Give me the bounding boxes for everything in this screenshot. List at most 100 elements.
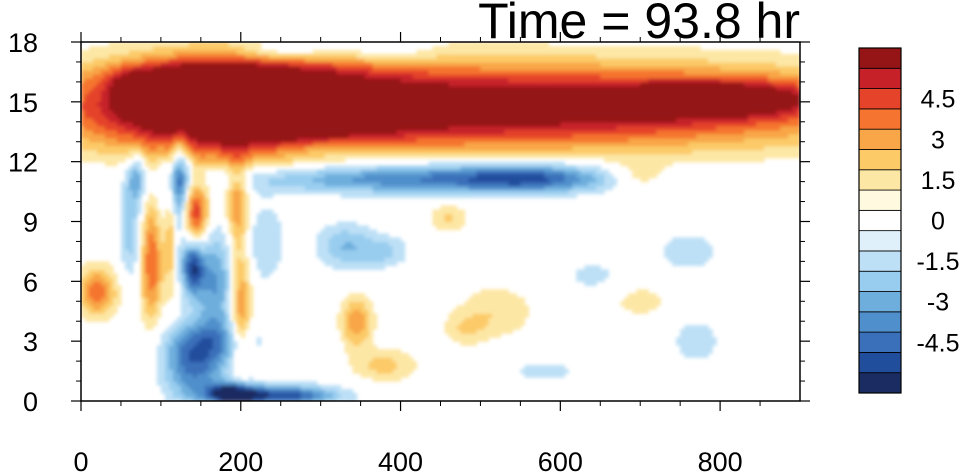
heatmap-cell (228, 325, 234, 330)
heatmap-cell (340, 241, 346, 247)
heatmap-cell (736, 125, 741, 131)
heatmap-cell (380, 261, 386, 266)
heatmap-cell (244, 393, 250, 398)
heatmap-cell (372, 165, 378, 171)
heatmap-cell (152, 233, 158, 239)
heatmap-cell (732, 137, 737, 143)
heatmap-cell (192, 325, 198, 330)
heatmap-cell (416, 169, 422, 175)
heatmap-cell (404, 169, 410, 175)
heatmap-cell (424, 133, 430, 139)
heatmap-cell (340, 325, 346, 330)
heatmap-cell (536, 153, 541, 159)
heatmap-cell (212, 277, 218, 282)
heatmap-cell (448, 185, 454, 191)
heatmap-cell (364, 253, 370, 258)
heatmap-cell (272, 393, 278, 398)
heatmap-cell (176, 341, 182, 346)
heatmap-cell (204, 329, 210, 334)
heatmap-cell (184, 325, 190, 330)
heatmap-cell (708, 333, 713, 338)
heatmap-cell (468, 297, 474, 302)
heatmap-cell (216, 321, 222, 326)
heatmap-cell (312, 141, 318, 147)
heatmap-cell (188, 337, 194, 342)
heatmap-cell (164, 329, 170, 334)
heatmap-cell (520, 301, 525, 306)
heatmap-cell (288, 141, 294, 147)
heatmap-cell (700, 349, 705, 354)
heatmap-cell (336, 133, 342, 139)
heatmap-cell (552, 153, 557, 159)
heatmap-cell (276, 177, 282, 183)
heatmap-cell (244, 193, 250, 199)
heatmap-cell (152, 153, 158, 159)
heatmap-cell (284, 149, 290, 155)
heatmap-cell (320, 141, 326, 147)
heatmap-cell (324, 149, 330, 155)
heatmap-cell (232, 121, 238, 127)
heatmap-cell (96, 141, 102, 147)
heatmap-cell (268, 181, 274, 187)
heatmap-cell (628, 297, 633, 302)
heatmap-cell (564, 153, 569, 159)
heatmap-cell (236, 305, 242, 310)
heatmap-cell (692, 137, 697, 143)
heatmap-cell (200, 361, 206, 366)
heatmap-cell (460, 185, 466, 191)
heatmap-cell (248, 141, 254, 147)
heatmap-cell (168, 377, 174, 382)
heatmap-cell (544, 181, 549, 187)
heatmap-cell (320, 245, 326, 251)
heatmap-cell (588, 281, 593, 286)
heatmap-cell (204, 189, 210, 195)
heatmap-cell (360, 241, 366, 247)
heatmap-cell (548, 173, 553, 179)
heatmap-cell (704, 241, 709, 247)
heatmap-cell (508, 193, 513, 199)
heatmap-cell (316, 157, 322, 163)
heatmap-cell (264, 225, 270, 231)
heatmap-cell (276, 257, 282, 262)
heatmap-cell (328, 233, 334, 239)
heatmap-cell (460, 313, 466, 318)
heatmap-cell (460, 337, 466, 342)
heatmap-cell (412, 193, 418, 199)
heatmap-cell (352, 341, 358, 346)
heatmap-cell (704, 149, 709, 155)
heatmap-cell (400, 145, 406, 151)
heatmap-cell (184, 337, 190, 342)
heatmap-cell (228, 129, 234, 135)
heatmap-cell (504, 169, 509, 175)
heatmap-cell (588, 165, 593, 171)
heatmap-cell (320, 157, 326, 163)
heatmap-cell (508, 161, 513, 167)
heatmap-cell (220, 281, 226, 286)
heatmap-cell (252, 229, 258, 235)
heatmap-cell (696, 141, 701, 147)
heatmap-cell (756, 157, 761, 163)
heatmap-cell (81, 141, 86, 147)
heatmap-cell (792, 149, 797, 155)
heatmap-cell (456, 189, 462, 195)
heatmap-cell (484, 181, 490, 187)
heatmap-cell (176, 349, 182, 354)
heatmap-cell (476, 325, 482, 330)
heatmap-cell (144, 285, 150, 290)
heatmap-cell (520, 137, 525, 143)
heatmap-cell (452, 325, 458, 330)
heatmap-cell (236, 145, 242, 151)
heatmap-cell (236, 385, 242, 390)
heatmap-cell (368, 125, 374, 131)
heatmap-cell (484, 301, 490, 306)
heatmap-cell (176, 353, 182, 358)
heatmap-cell (488, 149, 494, 155)
heatmap-cell (532, 149, 537, 155)
heatmap-cell (172, 177, 178, 183)
heatmap-cell (316, 233, 322, 239)
heatmap-cell (552, 369, 557, 374)
heatmap-cell (344, 249, 350, 255)
heatmap-cell (372, 321, 378, 326)
heatmap-cell (352, 353, 358, 358)
heatmap-cell (160, 345, 166, 350)
